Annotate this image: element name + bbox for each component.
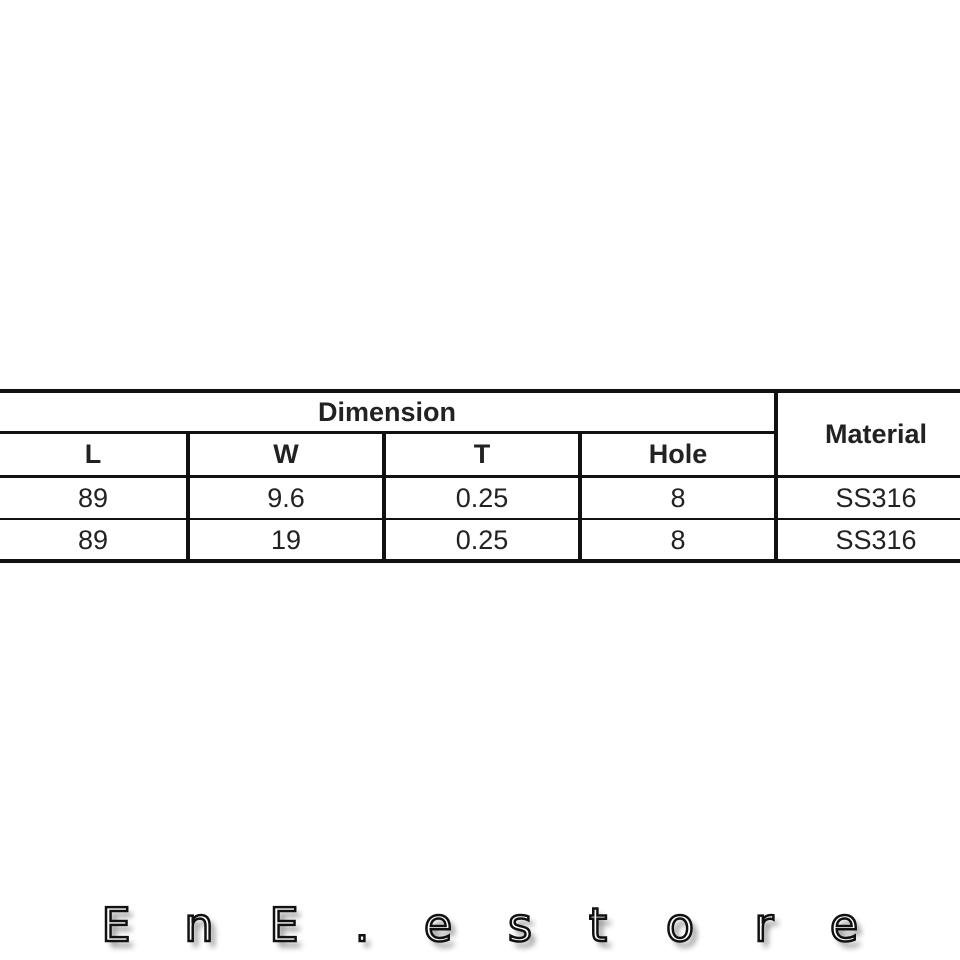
watermark-letter: s [507,897,533,954]
row1-l: 89 [77,482,109,513]
divider [578,433,582,561]
watermark-letter: e [423,897,454,954]
column-header-hole: Hole [648,439,708,469]
watermark-letter: o [665,897,696,954]
watermark-letter: t [588,897,609,954]
divider [0,518,960,520]
divider [0,431,776,434]
column-header-w: W [273,439,299,469]
watermark-letter: r [753,897,774,954]
column-header-t: T [473,439,491,469]
spec-table [0,389,960,563]
row2-w: 19 [270,524,302,555]
divider [774,392,778,561]
watermark-letter: E [100,897,132,954]
watermark-letter: e [829,897,860,954]
divider [0,475,960,478]
watermark-letter: E [268,897,300,954]
row2-hole: 8 [670,524,686,555]
row2-t: 0.25 [455,524,509,555]
row1-material: SS316 [835,482,917,513]
dimension-header: Dimension [317,396,457,427]
material-header: Material [824,418,928,449]
row1-hole: 8 [670,482,686,513]
column-header-l: L [84,439,102,469]
divider [382,433,386,561]
row2-material: SS316 [835,524,917,555]
row2-l: 89 [77,524,109,555]
watermark-letter: n [183,897,215,954]
divider [186,433,190,561]
row1-w: 9.6 [267,482,305,513]
row1-t: 0.25 [455,482,509,513]
watermark-letter: . [353,897,370,954]
